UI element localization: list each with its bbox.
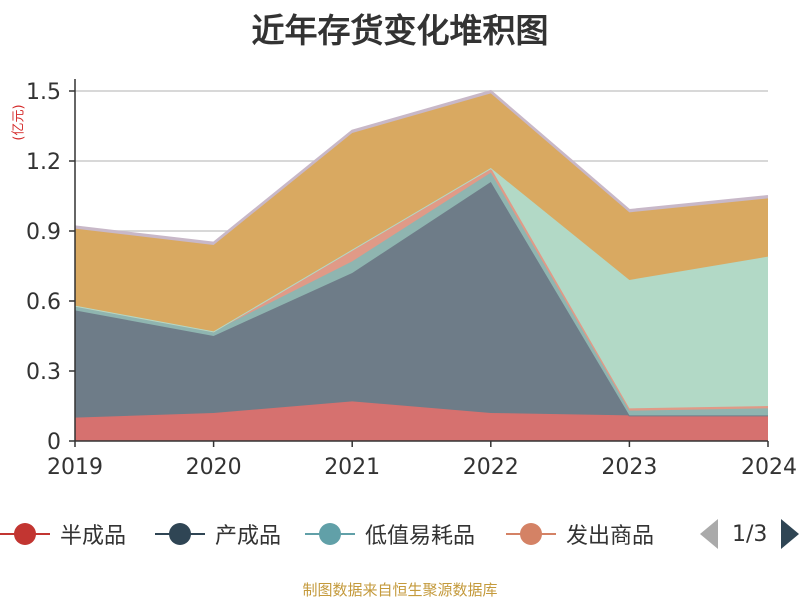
legend-label: 半成品 bbox=[60, 524, 127, 549]
area-series-6 bbox=[75, 93, 768, 332]
legend-label: 发出商品 bbox=[566, 524, 655, 549]
x-tick-label: 2022 bbox=[463, 455, 519, 480]
legend-pager: 1/3 bbox=[700, 517, 800, 551]
legend-item-1[interactable]: 半成品 bbox=[0, 517, 126, 551]
x-tick-label: 2019 bbox=[47, 455, 103, 480]
legend-prev-page-icon[interactable] bbox=[700, 519, 718, 549]
legend-symbol-icon bbox=[155, 517, 205, 551]
y-tick-label: 1.2 bbox=[26, 150, 61, 175]
legend-item-4[interactable]: 发出商品 bbox=[506, 517, 654, 551]
x-tick-label: 2021 bbox=[324, 455, 380, 480]
legend-label: 低值易耗品 bbox=[365, 524, 476, 549]
x-tick-label: 2023 bbox=[601, 455, 657, 480]
legend-next-page-icon[interactable] bbox=[781, 519, 800, 549]
area-series-5 bbox=[75, 168, 768, 409]
y-tick-label: 1.5 bbox=[26, 80, 61, 105]
area-series-1 bbox=[75, 401, 768, 441]
y-tick-label: 0.3 bbox=[26, 360, 61, 385]
legend-item-2[interactable]: 产成品 bbox=[155, 517, 281, 551]
x-tick-label: 2020 bbox=[186, 455, 242, 480]
legend-item-3[interactable]: 低值易耗品 bbox=[305, 517, 475, 551]
y-tick-label: 0.6 bbox=[26, 290, 61, 315]
y-tick-label: 0 bbox=[47, 430, 61, 455]
legend-page-indicator: 1/3 bbox=[732, 521, 768, 547]
area-series-3 bbox=[75, 172, 768, 416]
legend-symbol-icon bbox=[0, 517, 50, 551]
x-tick-label: 2024 bbox=[741, 455, 797, 480]
legend-symbol-icon bbox=[506, 517, 556, 551]
legend-label: 产成品 bbox=[215, 524, 282, 549]
legend-symbol-icon bbox=[305, 517, 355, 551]
data-source-note: 制图数据来自恒生聚源数据库 bbox=[302, 581, 498, 599]
chart-title: 近年存货变化堆积图 bbox=[251, 11, 549, 50]
y-tick-label: 0.9 bbox=[26, 220, 61, 245]
series-line-7 bbox=[74, 89, 769, 244]
